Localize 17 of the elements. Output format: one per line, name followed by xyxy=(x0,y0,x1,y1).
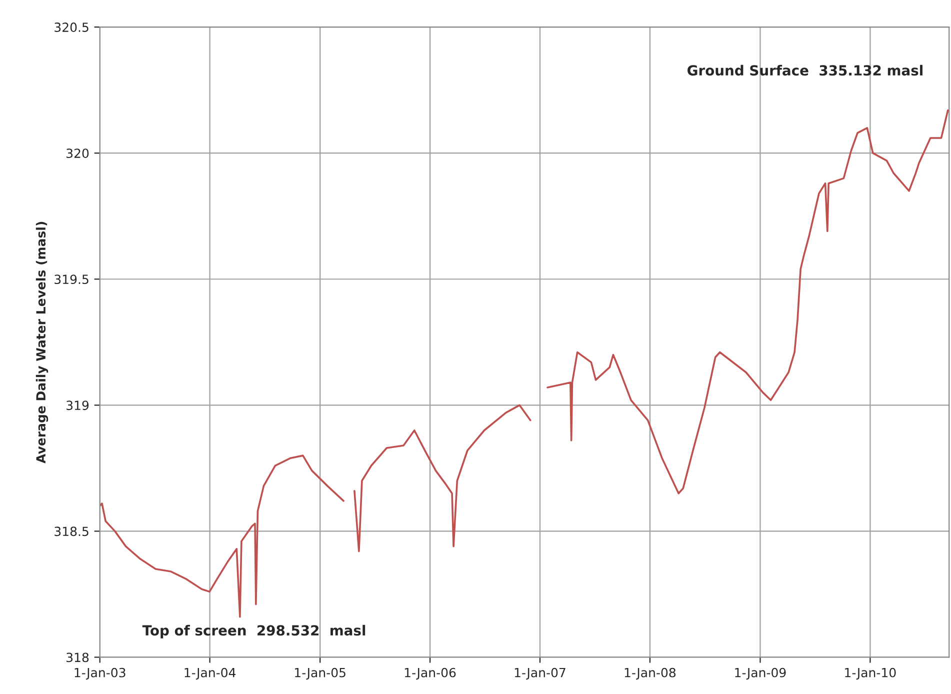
annotation: Top of screen 298.532 masl xyxy=(142,624,366,638)
x-tick-label: 1-Jan-10 xyxy=(845,668,896,680)
y-tick-label: 320 xyxy=(66,148,89,158)
y-tick-label: 318.5 xyxy=(54,526,88,536)
x-tick-label: 1-Jan-03 xyxy=(74,668,126,680)
x-tick-label: 1-Jan-05 xyxy=(295,668,346,680)
y-tick-label: 320.5 xyxy=(54,22,88,32)
x-tick-label: 1-Jan-09 xyxy=(735,668,786,680)
y-tick-label: 319.5 xyxy=(54,274,88,284)
x-tick-label: 1-Jan-06 xyxy=(404,668,456,680)
annotation: Ground Surface 335.132 masl xyxy=(688,64,922,76)
y-tick-label: 319 xyxy=(66,400,89,410)
y-tick-label: 318 xyxy=(66,652,89,662)
x-tick-label: 1-Jan-04 xyxy=(184,668,236,680)
x-tick-label: 1-Jan-08 xyxy=(624,668,676,680)
y-axis-title: Average Daily Water Levels (masl) xyxy=(36,222,48,464)
x-tick-label: 1-Jan-07 xyxy=(514,668,566,680)
